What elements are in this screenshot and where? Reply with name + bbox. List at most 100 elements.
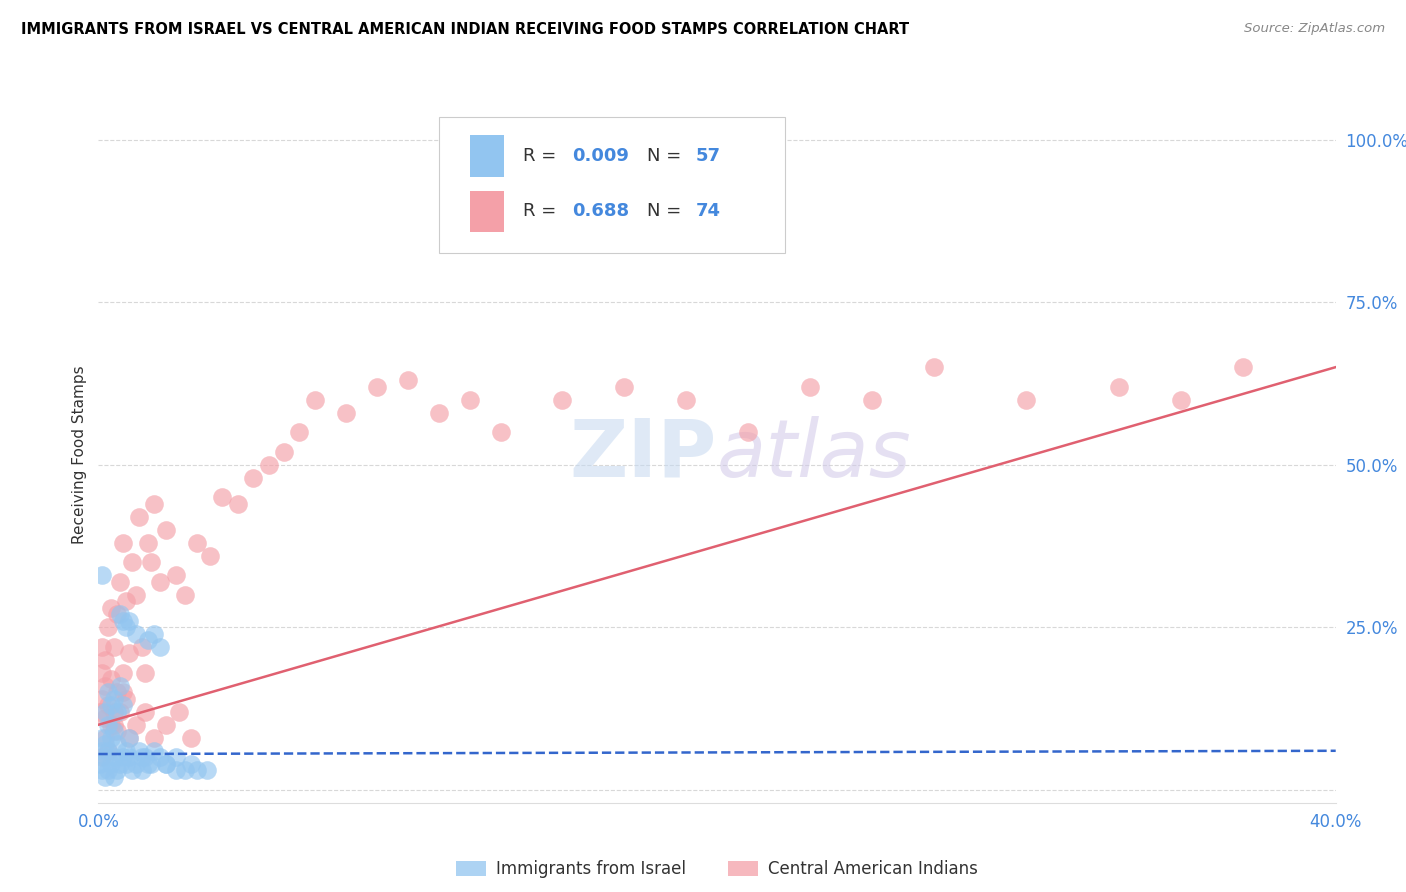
Text: 0.009: 0.009 [572,147,628,165]
Point [115,594,138,608]
Bar [470,191,505,232]
Point [257,458,280,472]
Point [108,607,131,622]
Point [128,744,150,758]
Point [112,614,135,628]
Point [427,406,450,420]
Point [112,665,135,680]
Point [458,392,481,407]
Bar [470,135,505,177]
Point [1170,392,1192,407]
Point [139,555,162,569]
Point [551,392,574,407]
Point [100,698,122,713]
Point [1108,379,1130,393]
Point [180,756,202,771]
Point [139,756,162,771]
Point [180,731,202,745]
Point [100,672,122,686]
Y-axis label: Receiving Food Stamps: Receiving Food Stamps [72,366,87,544]
Point [93,711,115,725]
Text: 57: 57 [696,147,721,165]
Point [93,737,115,751]
Point [93,770,115,784]
Point [131,750,153,764]
Point [115,620,138,634]
Point [115,691,138,706]
Point [155,523,177,537]
Point [90,764,112,778]
Point [273,444,295,458]
Point [100,600,122,615]
Point [89,705,111,719]
Point [108,756,131,771]
Point [90,731,112,745]
Point [90,665,112,680]
Point [93,679,115,693]
Point [186,535,208,549]
Point [118,614,141,628]
Point [89,756,111,771]
Point [186,764,208,778]
Point [165,568,187,582]
Point [124,756,146,771]
Point [124,588,146,602]
Point [366,379,388,393]
Point [155,756,177,771]
Point [105,737,128,751]
Point [103,718,125,732]
Point [1015,392,1038,407]
Text: N =: N = [647,202,686,220]
Point [396,373,419,387]
Point [922,360,945,375]
Point [124,718,146,732]
Point [174,764,197,778]
Point [489,425,512,439]
Point [93,705,115,719]
Point [737,425,759,439]
Point [226,497,249,511]
Point [136,633,159,648]
Text: IMMIGRANTS FROM ISRAEL VS CENTRAL AMERICAN INDIAN RECEIVING FOOD STAMPS CORRELAT: IMMIGRANTS FROM ISRAEL VS CENTRAL AMERIC… [21,22,910,37]
Point [105,685,128,699]
Point [93,731,115,745]
Point [134,665,156,680]
Point [90,691,112,706]
Text: 74: 74 [696,202,721,220]
Point [134,750,156,764]
Point [97,764,120,778]
Point [167,705,190,719]
Point [115,756,138,771]
FancyBboxPatch shape [439,118,785,253]
Point [675,392,697,407]
Point [143,744,166,758]
Point [103,770,125,784]
Point [799,379,821,393]
Point [242,471,264,485]
Point [105,705,128,719]
Point [143,497,166,511]
Point [97,698,120,713]
Point [198,549,221,563]
Point [165,764,187,778]
Point [155,718,177,732]
Point [90,744,112,758]
Point [90,640,112,654]
Point [1232,360,1254,375]
Text: atlas: atlas [717,416,912,494]
Text: ZIP: ZIP [569,416,717,494]
Text: R =: R = [523,202,562,220]
Point [288,425,311,439]
Point [174,588,197,602]
Point [100,718,122,732]
Point [105,724,128,739]
Point [149,640,172,654]
Text: 0.688: 0.688 [572,202,630,220]
Point [112,535,135,549]
Point [90,568,112,582]
Point [860,392,883,407]
Point [149,574,172,589]
Point [131,764,153,778]
Point [128,509,150,524]
Point [118,731,141,745]
